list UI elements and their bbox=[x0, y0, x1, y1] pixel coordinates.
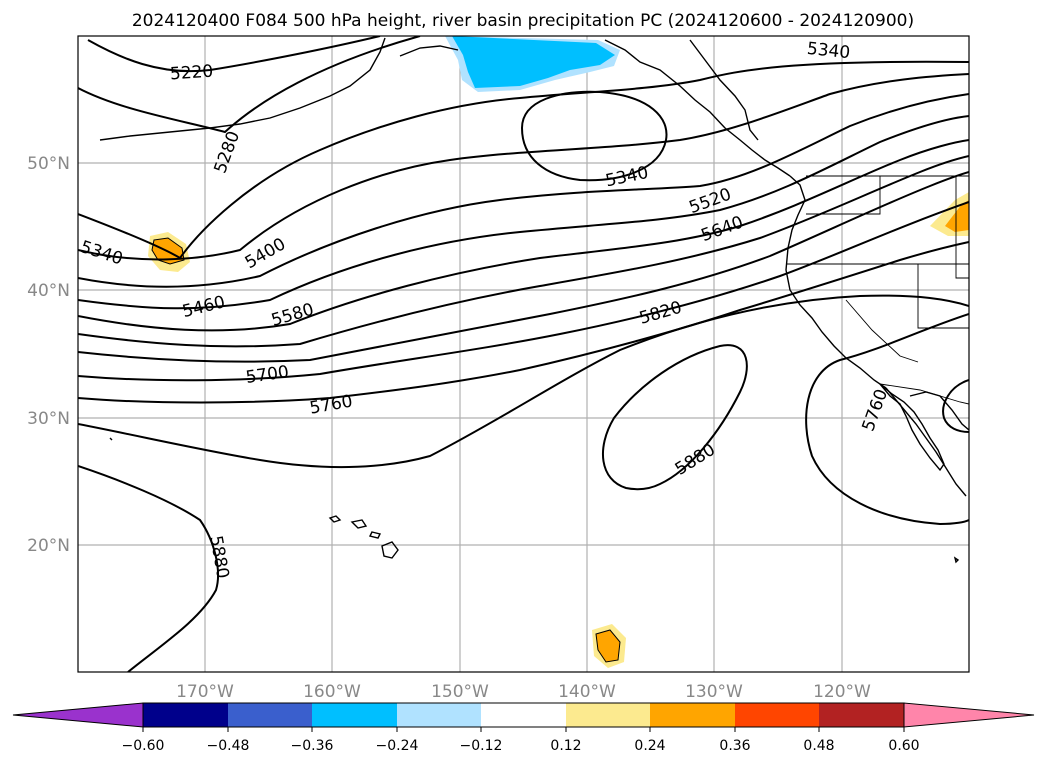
lon-tick-labels: 170°W 160°W 150°W 140°W 130°W 120°W bbox=[176, 682, 871, 702]
lat-tick-label: 30°N bbox=[27, 409, 70, 429]
contour-label: 5580 bbox=[269, 300, 316, 331]
contour-label: 5280 bbox=[211, 129, 245, 176]
colorbar-tick-label: −0.12 bbox=[460, 738, 503, 754]
contour-label: 5640 bbox=[699, 213, 746, 247]
colorbar-tick-label: −0.48 bbox=[207, 738, 250, 754]
contour-label: 5400 bbox=[242, 234, 289, 273]
contour-label: 5700 bbox=[244, 362, 290, 388]
contour-label: 5340 bbox=[806, 39, 851, 63]
lon-tick-label: 150°W bbox=[431, 682, 489, 702]
contour-label: 5340 bbox=[78, 237, 125, 269]
colorbar-segment bbox=[650, 703, 735, 727]
colorbar-tick-label: −0.24 bbox=[376, 738, 419, 754]
colorbar-tick-label: −0.60 bbox=[122, 738, 165, 754]
lat-tick-label: 50°N bbox=[27, 154, 70, 174]
colorbar-frame bbox=[142, 702, 905, 728]
gridlines bbox=[78, 36, 969, 672]
contour-label: 5340 bbox=[604, 163, 650, 192]
colorbar-tick-label: 0.60 bbox=[888, 738, 919, 754]
contour-label: 5220 bbox=[169, 62, 214, 85]
colorbar-segment bbox=[143, 703, 228, 727]
colorbar-extend-high bbox=[903, 702, 1035, 728]
colorbar-segment bbox=[566, 703, 650, 727]
colorbar: −0.60 −0.48 −0.36 −0.24 −0.12 0.12 0.24 … bbox=[12, 702, 1035, 754]
contour-label: 5820 bbox=[637, 298, 684, 329]
colorbar-tick-label: 0.48 bbox=[803, 738, 834, 754]
lon-tick-label: 120°W bbox=[813, 682, 871, 702]
precip-shading bbox=[148, 36, 969, 668]
lon-tick-label: 170°W bbox=[176, 682, 234, 702]
lon-tick-label: 130°W bbox=[685, 682, 743, 702]
contour-label: 5760 bbox=[308, 391, 354, 418]
contour-label: 5880 bbox=[205, 534, 232, 580]
colorbar-ticks bbox=[142, 727, 905, 732]
colorbar-segment bbox=[228, 703, 312, 727]
contour-label: 5880 bbox=[672, 440, 719, 480]
map-frame bbox=[77, 35, 970, 673]
contour-label: 5760 bbox=[859, 387, 893, 434]
contour-labels: 5220 5280 5340 5340 5340 5400 5460 5520 … bbox=[78, 39, 892, 580]
colorbar-extend-low bbox=[12, 702, 144, 728]
colorbar-tick-label: 0.24 bbox=[634, 738, 665, 754]
colorbar-segment bbox=[819, 703, 904, 727]
lat-tick-label: 20°N bbox=[27, 536, 70, 556]
lon-tick-label: 140°W bbox=[558, 682, 616, 702]
colorbar-tick-label: 0.36 bbox=[719, 738, 750, 754]
lat-tick-label: 40°N bbox=[27, 281, 70, 301]
colorbar-segment bbox=[312, 703, 397, 727]
colorbar-segment bbox=[397, 703, 481, 727]
coastlines bbox=[99, 37, 969, 564]
colorbar-tick-label: −0.36 bbox=[291, 738, 334, 754]
map-title: 2024120400 F084 500 hPa height, river ba… bbox=[132, 11, 914, 31]
lat-tick-labels: 50°N 40°N 30°N 20°N bbox=[27, 154, 70, 556]
contour-label: 5520 bbox=[687, 185, 734, 219]
colorbar-tick-label: 0.12 bbox=[550, 738, 581, 754]
height-contours bbox=[78, 36, 969, 672]
contour-label: 5460 bbox=[180, 292, 227, 322]
colorbar-segment bbox=[481, 703, 566, 727]
lon-tick-label: 160°W bbox=[303, 682, 361, 702]
colorbar-segment bbox=[735, 703, 819, 727]
